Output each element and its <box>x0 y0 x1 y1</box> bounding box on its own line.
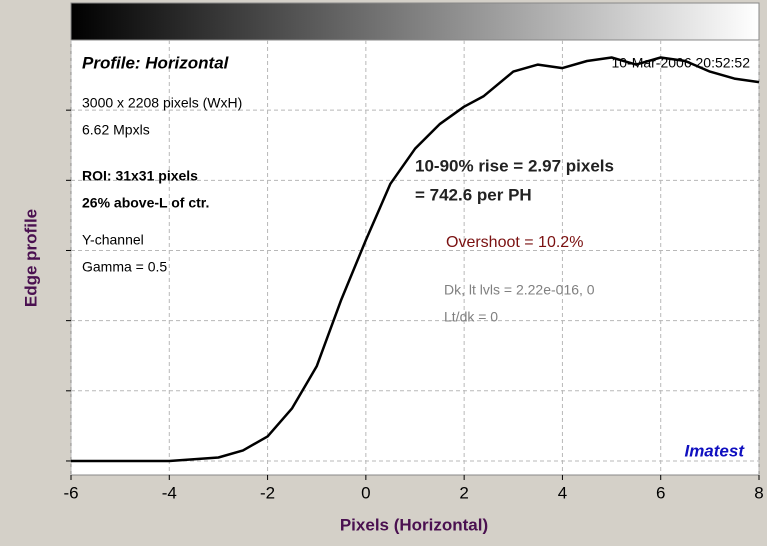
x-tick-label: -2 <box>260 483 275 502</box>
x-tick-label: 4 <box>558 483 567 502</box>
info: 6.62 Mpxls <box>82 122 150 138</box>
info: Gamma = 0.5 <box>82 259 167 275</box>
info: 26% above-L of ctr. <box>82 195 209 211</box>
edge-line <box>71 56 760 463</box>
info: 3000 x 2208 pixels (WxH) <box>82 95 242 111</box>
x-tick-label: -6 <box>63 483 78 502</box>
x-tick-label: -4 <box>162 483 177 502</box>
info: ROI: 31x31 pixels <box>82 168 198 184</box>
x-tick-label: 8 <box>754 483 763 502</box>
date: 10-Mar-2006 20:52:52 <box>611 55 750 71</box>
x-tick-label: 0 <box>361 483 370 502</box>
x-axis-label: Pixels (Horizontal) <box>340 515 488 534</box>
rise: 10-90% rise = 2.97 pixels <box>415 156 614 175</box>
series <box>71 56 760 463</box>
plot-area <box>70 39 760 476</box>
rise: = 742.6 per PH <box>415 185 532 204</box>
tone-strip <box>70 2 760 41</box>
x-tick-label: 2 <box>459 483 468 502</box>
grid <box>66 40 760 480</box>
info: Y-channel <box>82 232 144 248</box>
levels: Lt/dk = 0 <box>444 309 498 325</box>
levels: Dk, lt lvls = 2.22e-016, 0 <box>444 282 595 298</box>
plot-title: Profile: Horizontal <box>82 53 230 72</box>
overshoot: Overshoot = 10.2% <box>446 234 583 251</box>
x-tick-label: 6 <box>656 483 665 502</box>
y-axis-label: Edge profile <box>21 209 40 307</box>
brand: Imatest <box>684 441 745 460</box>
